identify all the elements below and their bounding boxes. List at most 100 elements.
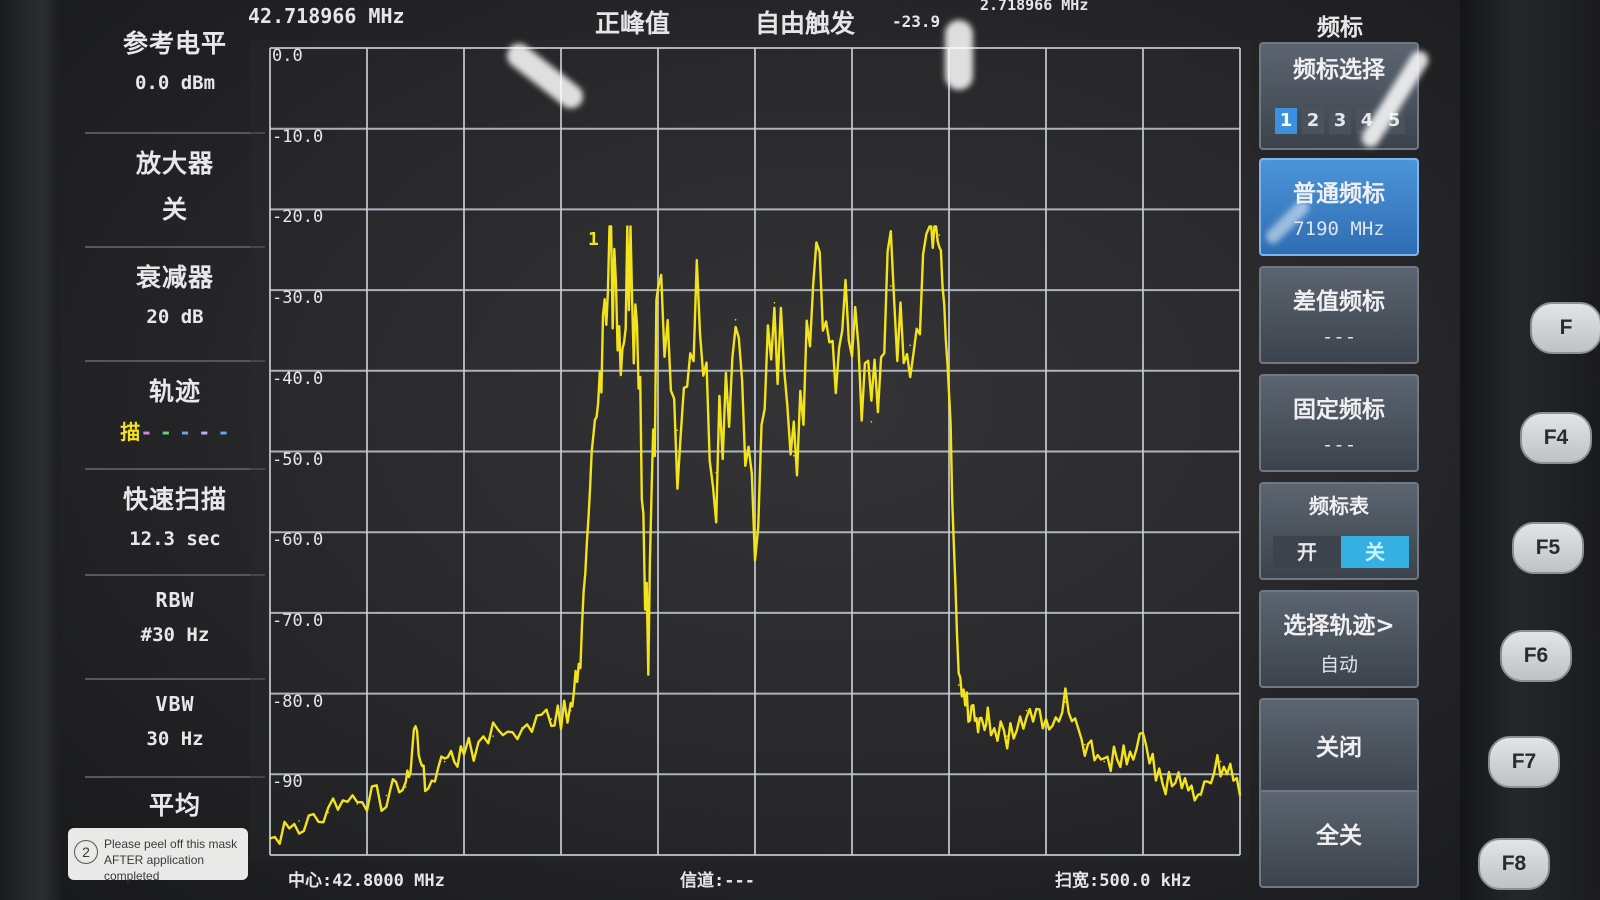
spectrum-trace bbox=[269, 225, 1242, 845]
normal-marker-button[interactable]: 普通频标 7190 MHz bbox=[1259, 158, 1419, 256]
trace-point bbox=[492, 735, 494, 737]
spectrum-plot[interactable]: 1 0.0 -10.0 -20.0 -30.0 -40.0 -50.0 -60.0 -70.0… bbox=[250, 40, 1250, 860]
all-off-button[interactable]: 全关 bbox=[1259, 790, 1419, 888]
trace-point bbox=[1219, 760, 1222, 763]
average-group[interactable]: 平均 bbox=[80, 786, 270, 822]
y-axis-label: -90 bbox=[272, 772, 303, 793]
marker-level: -23.9 bbox=[892, 12, 941, 31]
span: 扫宽:500.0 kHz bbox=[1055, 871, 1192, 891]
trace-point bbox=[356, 803, 359, 805]
marker-number-3[interactable]: 3 bbox=[1329, 108, 1351, 134]
divider bbox=[85, 246, 265, 248]
channel: 信道:--- bbox=[680, 871, 755, 891]
trace-point bbox=[676, 429, 679, 432]
divider bbox=[85, 468, 265, 470]
delta-marker-button[interactable]: 差值频标 --- bbox=[1259, 266, 1419, 364]
y-axis-label: -20.0 bbox=[272, 207, 324, 228]
trace-point bbox=[1006, 735, 1008, 737]
marker-table-toggle[interactable]: 开 关 bbox=[1273, 536, 1409, 568]
f5-key[interactable]: F5 bbox=[1512, 522, 1584, 574]
f4-key[interactable]: F4 bbox=[1520, 412, 1592, 464]
toggle-on[interactable]: 开 bbox=[1273, 536, 1341, 568]
trace-point bbox=[637, 387, 640, 389]
y-axis-label: 0.0 bbox=[272, 46, 303, 66]
trace-point bbox=[1122, 752, 1125, 754]
trace-point bbox=[1045, 726, 1047, 729]
marker-number-4[interactable]: 4 bbox=[1356, 108, 1378, 134]
trace-point bbox=[1025, 709, 1028, 712]
trace-point bbox=[1161, 777, 1164, 780]
normal-marker-value: 7190 MHz bbox=[1293, 218, 1385, 240]
softkey-menu: 频标 频标选择 1 2 3 4 5 普通频标 7190 MHz 差值频标 ---… bbox=[1255, 0, 1425, 900]
marker-select-button[interactable]: 频标选择 1 2 3 4 5 bbox=[1259, 42, 1419, 150]
marker-number-1[interactable]: 1 bbox=[1275, 108, 1297, 134]
trace-layer bbox=[269, 225, 1242, 845]
trace-point bbox=[1181, 786, 1183, 788]
trace-point bbox=[443, 760, 446, 763]
sweep-label: 快速扫描 bbox=[122, 485, 227, 514]
trace-5-indicator: - bbox=[200, 420, 211, 444]
grid-layer bbox=[269, 47, 1241, 856]
marker-number-5[interactable]: 5 bbox=[1383, 108, 1405, 134]
trace-point bbox=[987, 718, 989, 720]
y-axis-label: -30.0 bbox=[272, 288, 324, 309]
rbw-label: RBW bbox=[155, 588, 195, 612]
trace-point bbox=[851, 302, 853, 304]
ref-level-group[interactable]: 参考电平 0.0 dBm bbox=[80, 24, 270, 94]
select-trace-button[interactable]: 选择轨迹> 自动 bbox=[1259, 590, 1419, 688]
f7-key[interactable]: F7 bbox=[1488, 736, 1560, 788]
close-label: 关闭 bbox=[1316, 735, 1362, 761]
marker-table-button[interactable]: 频标表 开 关 bbox=[1259, 482, 1419, 580]
attenuator-value: 20 dB bbox=[146, 306, 204, 328]
fixed-marker-label: 固定频标 bbox=[1293, 397, 1385, 423]
attenuator-group[interactable]: 衰减器 20 dB bbox=[80, 258, 270, 328]
trace-point bbox=[1084, 743, 1086, 746]
trace-point bbox=[269, 837, 271, 839]
sticker-line-1: Please peel off this mask bbox=[104, 837, 238, 851]
trace-point bbox=[550, 718, 553, 720]
f3-key[interactable]: F bbox=[1530, 302, 1600, 354]
trace-point bbox=[938, 234, 941, 236]
fixed-marker-button[interactable]: 固定频标 --- bbox=[1259, 374, 1419, 472]
trace-point bbox=[589, 471, 591, 474]
delta-marker-value: --- bbox=[1321, 326, 1357, 348]
sweep-group[interactable]: 快速扫描 12.3 sec bbox=[80, 480, 270, 550]
sticker-line-2: AFTER application completed bbox=[104, 853, 205, 883]
f6-key[interactable]: F6 bbox=[1500, 630, 1572, 682]
vbw-value: 30 Hz bbox=[146, 728, 204, 750]
analyzer-screen: 参考电平 0.0 dBm 放大器 关 衰减器 20 dB 轨迹 描- - - -… bbox=[60, 0, 1460, 900]
trace-point bbox=[608, 234, 611, 236]
marker-1-label: 1 bbox=[588, 229, 599, 250]
f8-key[interactable]: F8 bbox=[1478, 838, 1550, 890]
divider bbox=[85, 776, 265, 778]
marker-table-label: 频标表 bbox=[1309, 494, 1369, 518]
trace-point bbox=[424, 777, 426, 780]
close-button[interactable]: 关闭 bbox=[1259, 698, 1419, 796]
trace-point bbox=[1142, 743, 1144, 746]
y-axis-label: -40.0 bbox=[272, 368, 324, 389]
rbw-group[interactable]: RBW #30 Hz bbox=[80, 588, 270, 646]
divider bbox=[85, 574, 265, 576]
trace-point bbox=[405, 786, 407, 788]
trace-point bbox=[967, 709, 970, 712]
trace-point bbox=[579, 658, 582, 661]
trace-point bbox=[977, 726, 979, 729]
vbw-label: VBW bbox=[155, 692, 195, 716]
detector-mode: 正峰值 bbox=[595, 9, 671, 38]
normal-marker-label: 普通频标 bbox=[1293, 181, 1385, 207]
trace-point bbox=[657, 302, 659, 304]
toggle-off[interactable]: 关 bbox=[1341, 536, 1409, 568]
trace-point bbox=[647, 641, 650, 644]
peel-off-sticker: 2 Please peel off this mask AFTER applic… bbox=[68, 828, 248, 883]
trace-group[interactable]: 轨迹 描- - - - - bbox=[80, 372, 270, 445]
rbw-value: #30 Hz bbox=[140, 624, 210, 646]
vbw-group[interactable]: VBW 30 Hz bbox=[80, 692, 270, 750]
divider bbox=[85, 360, 265, 362]
trace-point bbox=[928, 225, 931, 228]
average-label: 平均 bbox=[148, 791, 201, 820]
amplifier-group[interactable]: 放大器 关 bbox=[80, 144, 270, 226]
trace-point bbox=[1200, 794, 1202, 797]
delta-marker-label: 差值频标 bbox=[1293, 289, 1385, 315]
trace-point bbox=[618, 344, 620, 347]
marker-number-2[interactable]: 2 bbox=[1302, 108, 1324, 134]
